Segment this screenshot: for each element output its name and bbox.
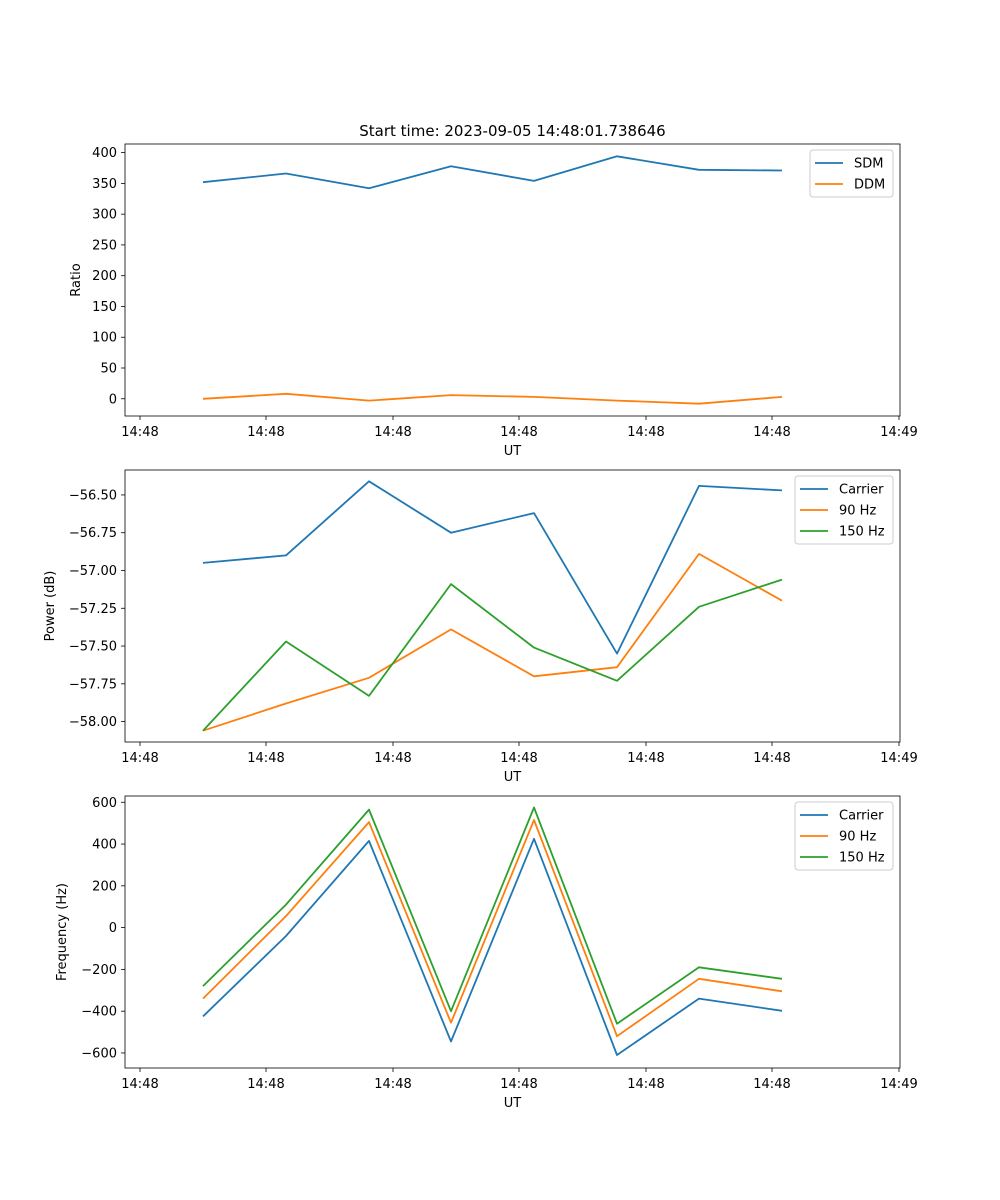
x-tick-label: 14:48 bbox=[247, 1077, 284, 1092]
y-axis-label: Frequency (Hz) bbox=[55, 883, 70, 981]
y-tick-label: 0 bbox=[109, 921, 117, 936]
series-line-90-hz bbox=[202, 553, 783, 732]
series-line-150-hz bbox=[202, 806, 783, 1025]
series-line-ddm bbox=[202, 392, 783, 405]
chart-panel-3: UT −600 −400 −200 0 200 400 600 Frequency (Hz) Ca… bbox=[55, 795, 918, 1111]
chart-panel-1: Start time: 2023-09-05 14:48:01.738646 UT… bbox=[69, 122, 918, 459]
y-tick-label: −57.00 bbox=[69, 564, 117, 579]
chart-panel-2: UT −58.00 −57.75 −57.50 −57.25 −57.00 −56.75 −5… bbox=[43, 469, 918, 785]
legend-label: Carrier bbox=[839, 483, 884, 498]
y-axis-label: Ratio bbox=[69, 263, 84, 296]
legend-box bbox=[794, 801, 894, 871]
y-tick-label: 50 bbox=[100, 362, 117, 377]
x-axis-label: UT bbox=[504, 1096, 522, 1111]
x-axis-label: UT bbox=[504, 444, 522, 459]
y-tick-label: −400 bbox=[81, 1005, 117, 1020]
y-tick-label: −200 bbox=[81, 963, 117, 978]
legend-label: 150 Hz bbox=[839, 525, 885, 540]
x-tick-label: 14:48 bbox=[374, 1077, 411, 1092]
x-tick-label: 14:48 bbox=[627, 425, 664, 440]
x-tick-label: 14:49 bbox=[880, 751, 917, 766]
legend-label: Carrier bbox=[839, 809, 884, 824]
y-tick-label: 350 bbox=[92, 177, 117, 192]
legend-label: 150 Hz bbox=[839, 851, 885, 866]
x-axis-label: UT bbox=[504, 770, 522, 785]
series-line-90-hz bbox=[202, 819, 783, 1038]
axes-frame bbox=[124, 143, 901, 417]
legend-label: 90 Hz bbox=[839, 830, 876, 845]
y-tick-label: 150 bbox=[92, 300, 117, 315]
x-tick-label: 14:48 bbox=[753, 425, 790, 440]
y-tick-label: 400 bbox=[92, 838, 117, 853]
x-tick-label: 14:48 bbox=[121, 751, 158, 766]
x-tick-label: 14:48 bbox=[500, 1077, 537, 1092]
y-tick-label: −57.50 bbox=[69, 640, 117, 655]
axes-frame bbox=[124, 469, 901, 743]
series-line-carrier bbox=[202, 480, 783, 655]
y-tick-label: −57.25 bbox=[69, 602, 117, 617]
series-line-sdm bbox=[202, 155, 783, 190]
y-tick-label: −56.50 bbox=[69, 488, 117, 503]
legend: Carrier 90 Hz 150 Hz bbox=[794, 475, 894, 545]
y-tick-label: 600 bbox=[92, 796, 117, 811]
x-tick-label: 14:48 bbox=[753, 751, 790, 766]
series-line-150-hz bbox=[202, 578, 783, 732]
x-tick-label: 14:48 bbox=[500, 751, 537, 766]
y-tick-label: 200 bbox=[92, 269, 117, 284]
x-tick-label: 14:49 bbox=[880, 1077, 917, 1092]
legend-label: DDM bbox=[854, 178, 885, 193]
x-tick-label: 14:48 bbox=[247, 751, 284, 766]
legend-label: SDM bbox=[854, 157, 883, 172]
y-tick-label: −600 bbox=[81, 1046, 117, 1061]
x-tick-label: 14:48 bbox=[121, 1077, 158, 1092]
x-tick-label: 14:48 bbox=[247, 425, 284, 440]
chart-title: Start time: 2023-09-05 14:48:01.738646 bbox=[359, 122, 665, 140]
y-tick-label: 200 bbox=[92, 879, 117, 894]
legend-box bbox=[794, 475, 894, 545]
y-tick-label: −57.75 bbox=[69, 677, 117, 692]
y-tick-label: 250 bbox=[92, 238, 117, 253]
series-line-carrier bbox=[202, 837, 783, 1056]
legend: Carrier 90 Hz 150 Hz bbox=[794, 801, 894, 871]
x-tick-label: 14:48 bbox=[374, 751, 411, 766]
y-tick-label: 0 bbox=[109, 392, 117, 407]
x-tick-label: 14:48 bbox=[374, 425, 411, 440]
x-tick-label: 14:48 bbox=[627, 751, 664, 766]
y-axis-label: Power (dB) bbox=[43, 571, 58, 642]
x-tick-label: 14:48 bbox=[500, 425, 537, 440]
legend-label: 90 Hz bbox=[839, 504, 876, 519]
x-tick-label: 14:48 bbox=[627, 1077, 664, 1092]
y-tick-label: 100 bbox=[92, 331, 117, 346]
x-tick-label: 14:48 bbox=[121, 425, 158, 440]
legend: SDM DDM bbox=[809, 149, 894, 198]
y-tick-label: 300 bbox=[92, 208, 117, 223]
y-tick-label: −58.00 bbox=[69, 715, 117, 730]
y-tick-label: 400 bbox=[92, 146, 117, 161]
y-tick-label: −56.75 bbox=[69, 526, 117, 541]
axes-frame bbox=[124, 795, 901, 1069]
x-tick-label: 14:49 bbox=[880, 425, 917, 440]
x-tick-label: 14:48 bbox=[753, 1077, 790, 1092]
legend-box bbox=[809, 149, 894, 198]
